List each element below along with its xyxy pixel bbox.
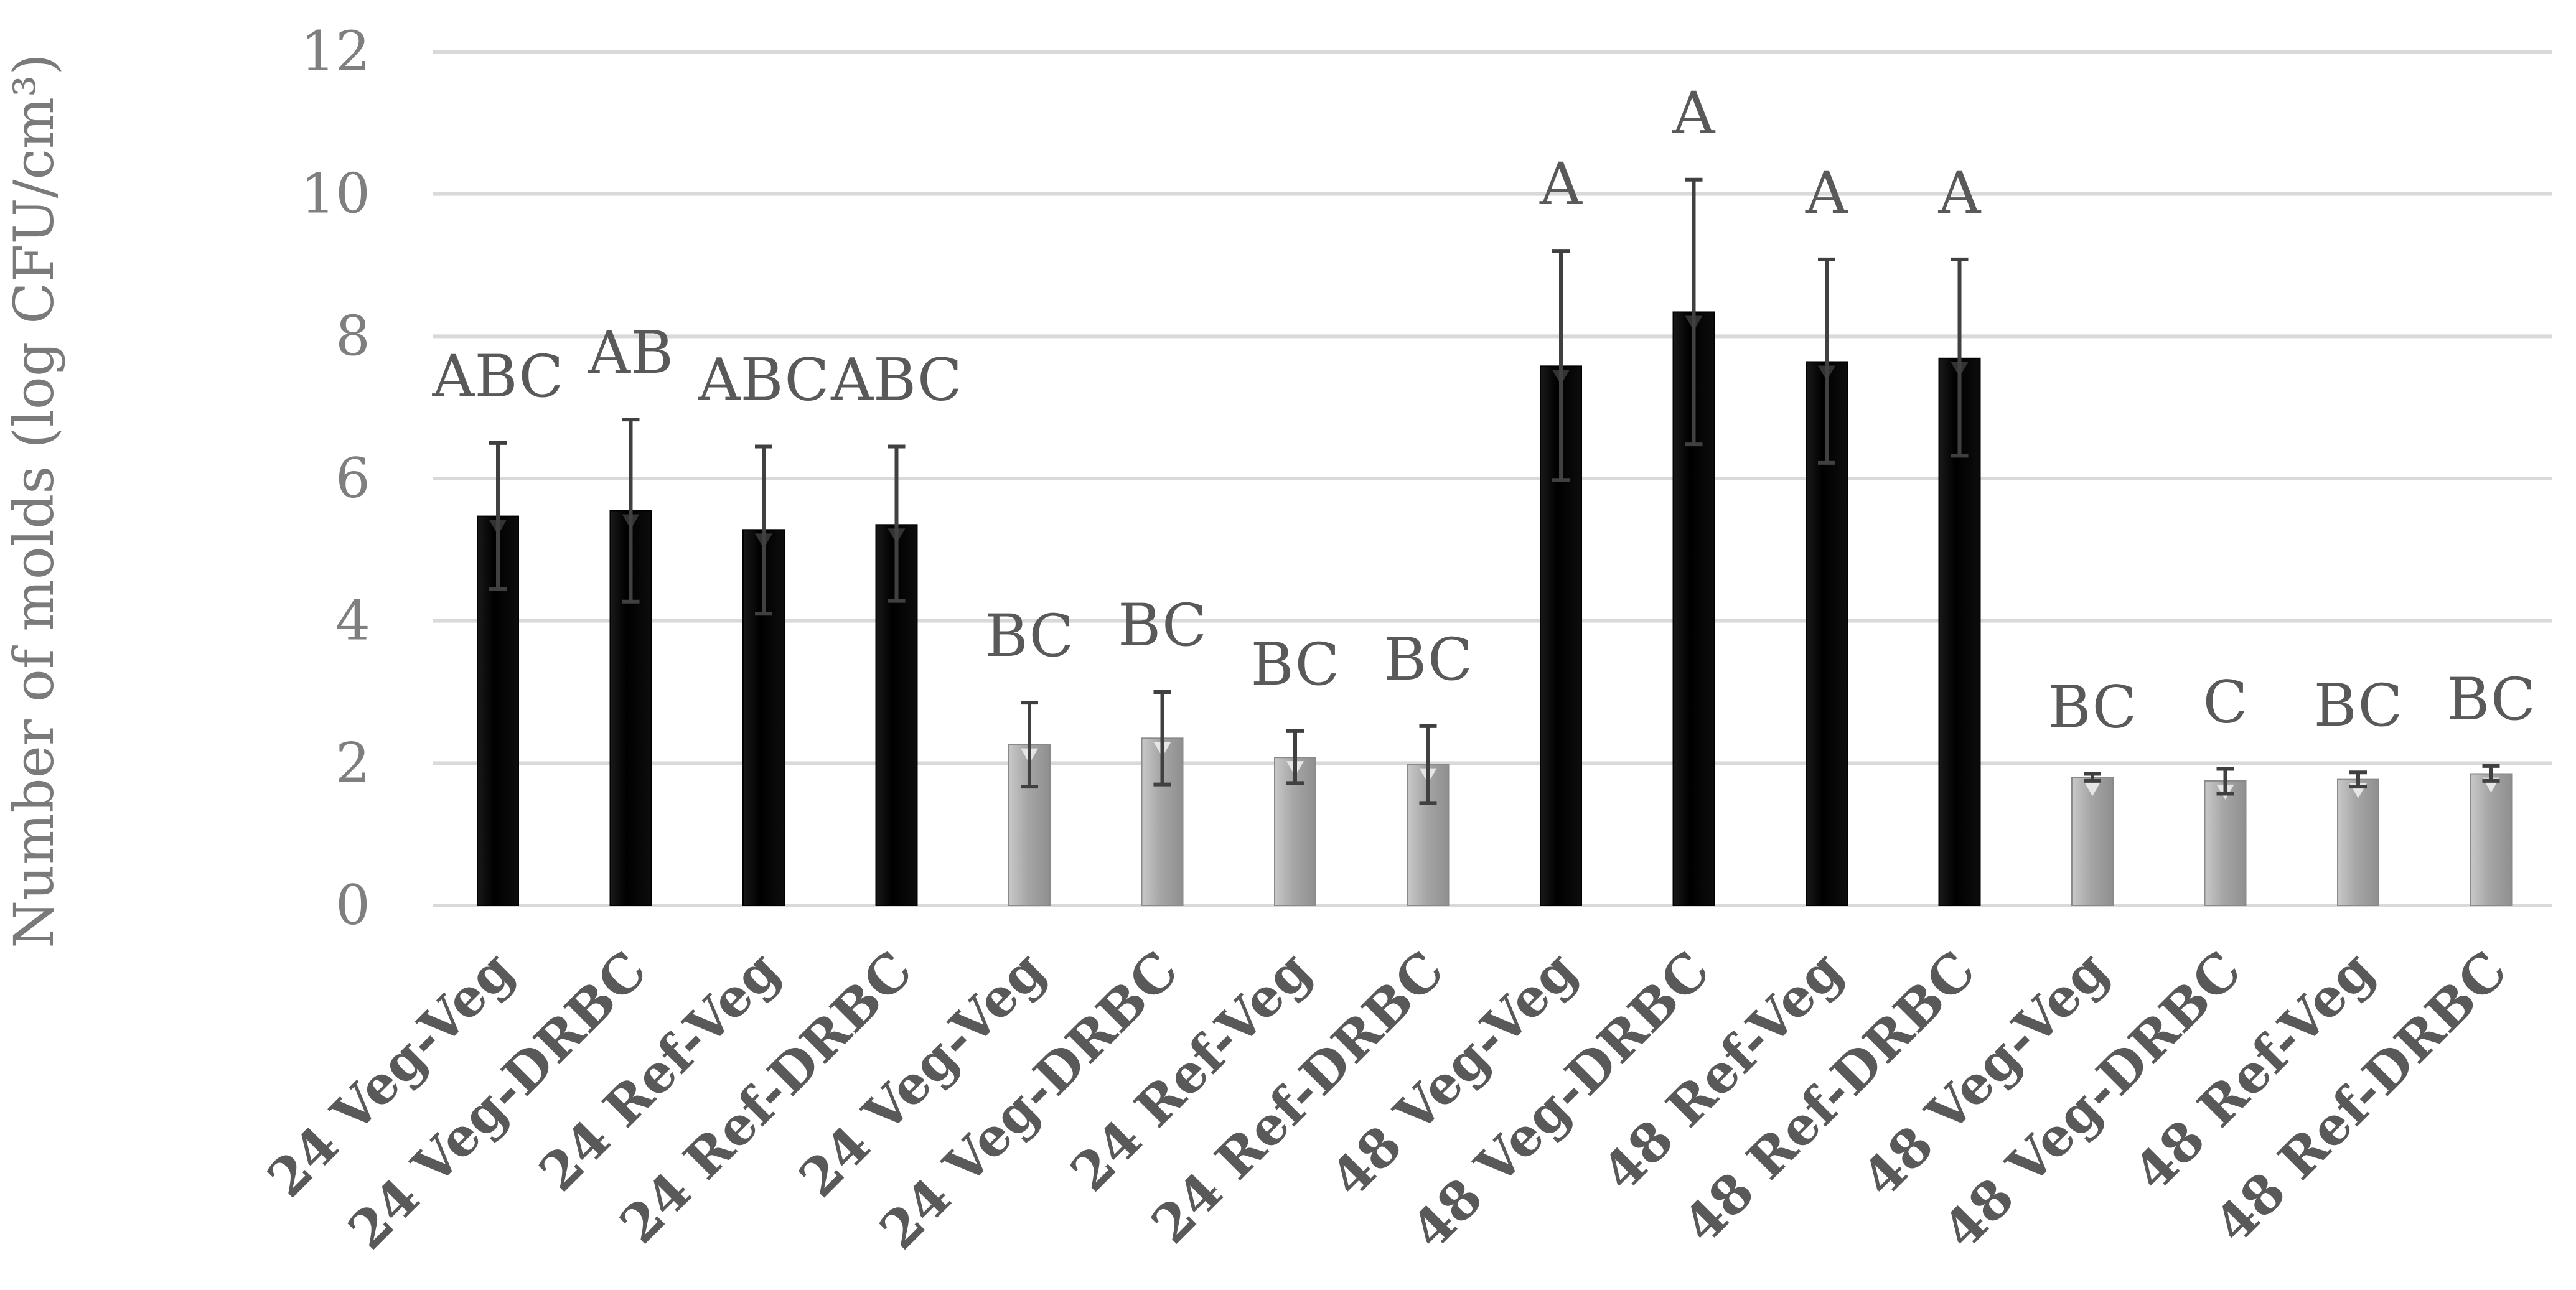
y-axis-label: Number of molds (log CFU/cm³) <box>2 54 66 948</box>
y-tick-label: 8 <box>335 304 370 368</box>
y-tick-label: 12 <box>301 19 370 83</box>
significance-label: BC <box>1251 631 1340 699</box>
y-tick-label: 10 <box>301 162 370 226</box>
bar <box>2204 780 2247 906</box>
significance-label: BC <box>985 602 1074 670</box>
bar <box>2470 773 2513 906</box>
significance-label: A <box>1805 159 1848 227</box>
error-bars <box>489 177 2500 805</box>
significance-label: BC <box>2048 673 2137 741</box>
bar-marker <box>2084 781 2101 797</box>
significance-label: AB <box>588 319 673 387</box>
significance-label: A <box>1938 159 1982 227</box>
significance-label: BC <box>1118 592 1207 660</box>
significance-label: BC <box>1384 626 1473 694</box>
significance-label: BC <box>2314 672 2403 740</box>
bar <box>2071 777 2114 906</box>
y-tick-label: 6 <box>335 446 370 510</box>
significance-label: BC <box>2447 666 2536 734</box>
significance-label: ABC <box>830 347 962 414</box>
y-axis: 0 2 4 6 8 10 12 <box>301 19 370 937</box>
significance-label: ABC <box>432 343 564 411</box>
y-tick-label: 0 <box>335 873 370 937</box>
gridlines <box>433 50 2552 907</box>
significance-label: ABC <box>698 347 830 414</box>
y-tick-label: 4 <box>335 589 370 653</box>
bar <box>2337 778 2379 906</box>
significance-label: A <box>1539 151 1583 218</box>
significance-label: A <box>1672 80 1716 147</box>
significance-label: C <box>2203 668 2248 736</box>
y-tick-label: 2 <box>335 731 370 795</box>
